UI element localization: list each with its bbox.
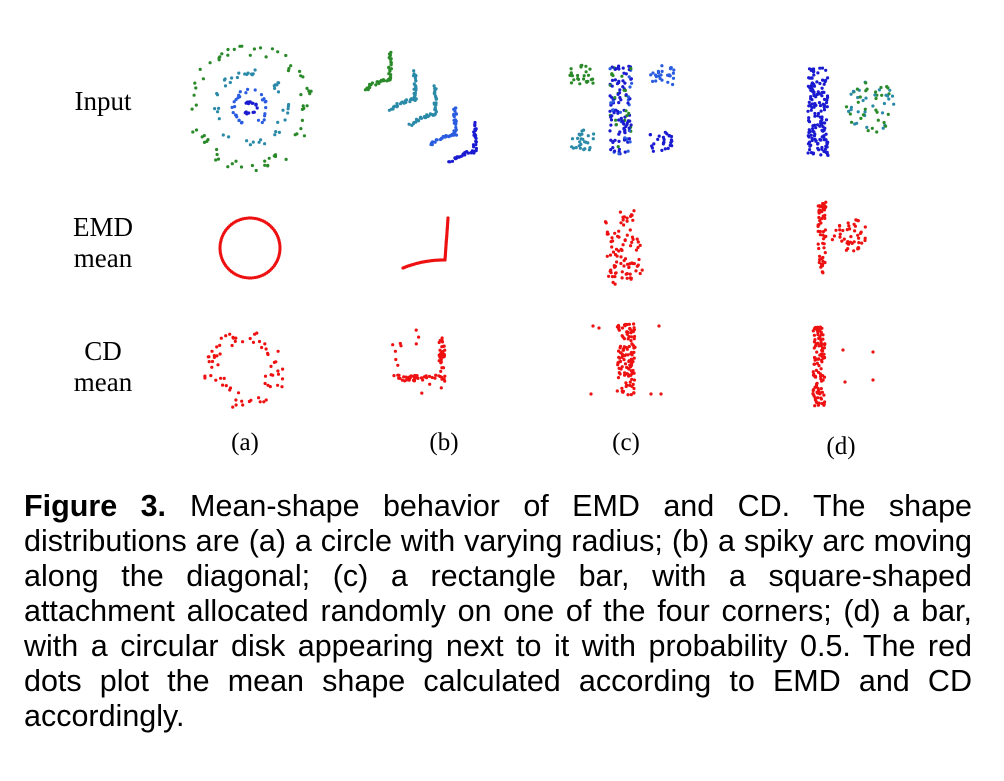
row-label-cd-mean: CD mean xyxy=(73,336,133,397)
row-label-emd-mean: EMD mean xyxy=(73,212,133,273)
figure-caption: Figure 3. Mean-shape behavior of EMD and … xyxy=(24,489,972,734)
panel-input-c xyxy=(568,63,676,156)
col-label-a: (a) xyxy=(231,429,259,456)
figure: Input EMD mean CD mean (a) (b) (c) (d) xyxy=(73,44,896,460)
panel-emd-d xyxy=(816,200,867,275)
panel-cd-a xyxy=(203,331,285,409)
panel-input-d xyxy=(806,66,896,157)
col-label-d: (d) xyxy=(826,433,856,460)
panel-emd-b xyxy=(401,216,450,270)
row-label-input: Input xyxy=(74,86,132,116)
col-label-c: (c) xyxy=(612,429,640,456)
panel-emd-c xyxy=(603,209,644,286)
panel-input-a xyxy=(190,44,313,173)
panel-input-b xyxy=(363,50,478,164)
panel-cd-d xyxy=(811,325,875,408)
col-label-b: (b) xyxy=(429,429,459,456)
panel-emd-a xyxy=(218,216,282,280)
panel-cd-b xyxy=(391,328,447,395)
figure-number: Figure 3. xyxy=(24,489,167,523)
caption-text: Mean-shape behavior of EMD and CD. The s… xyxy=(24,489,972,733)
panel-cd-c xyxy=(589,322,663,397)
